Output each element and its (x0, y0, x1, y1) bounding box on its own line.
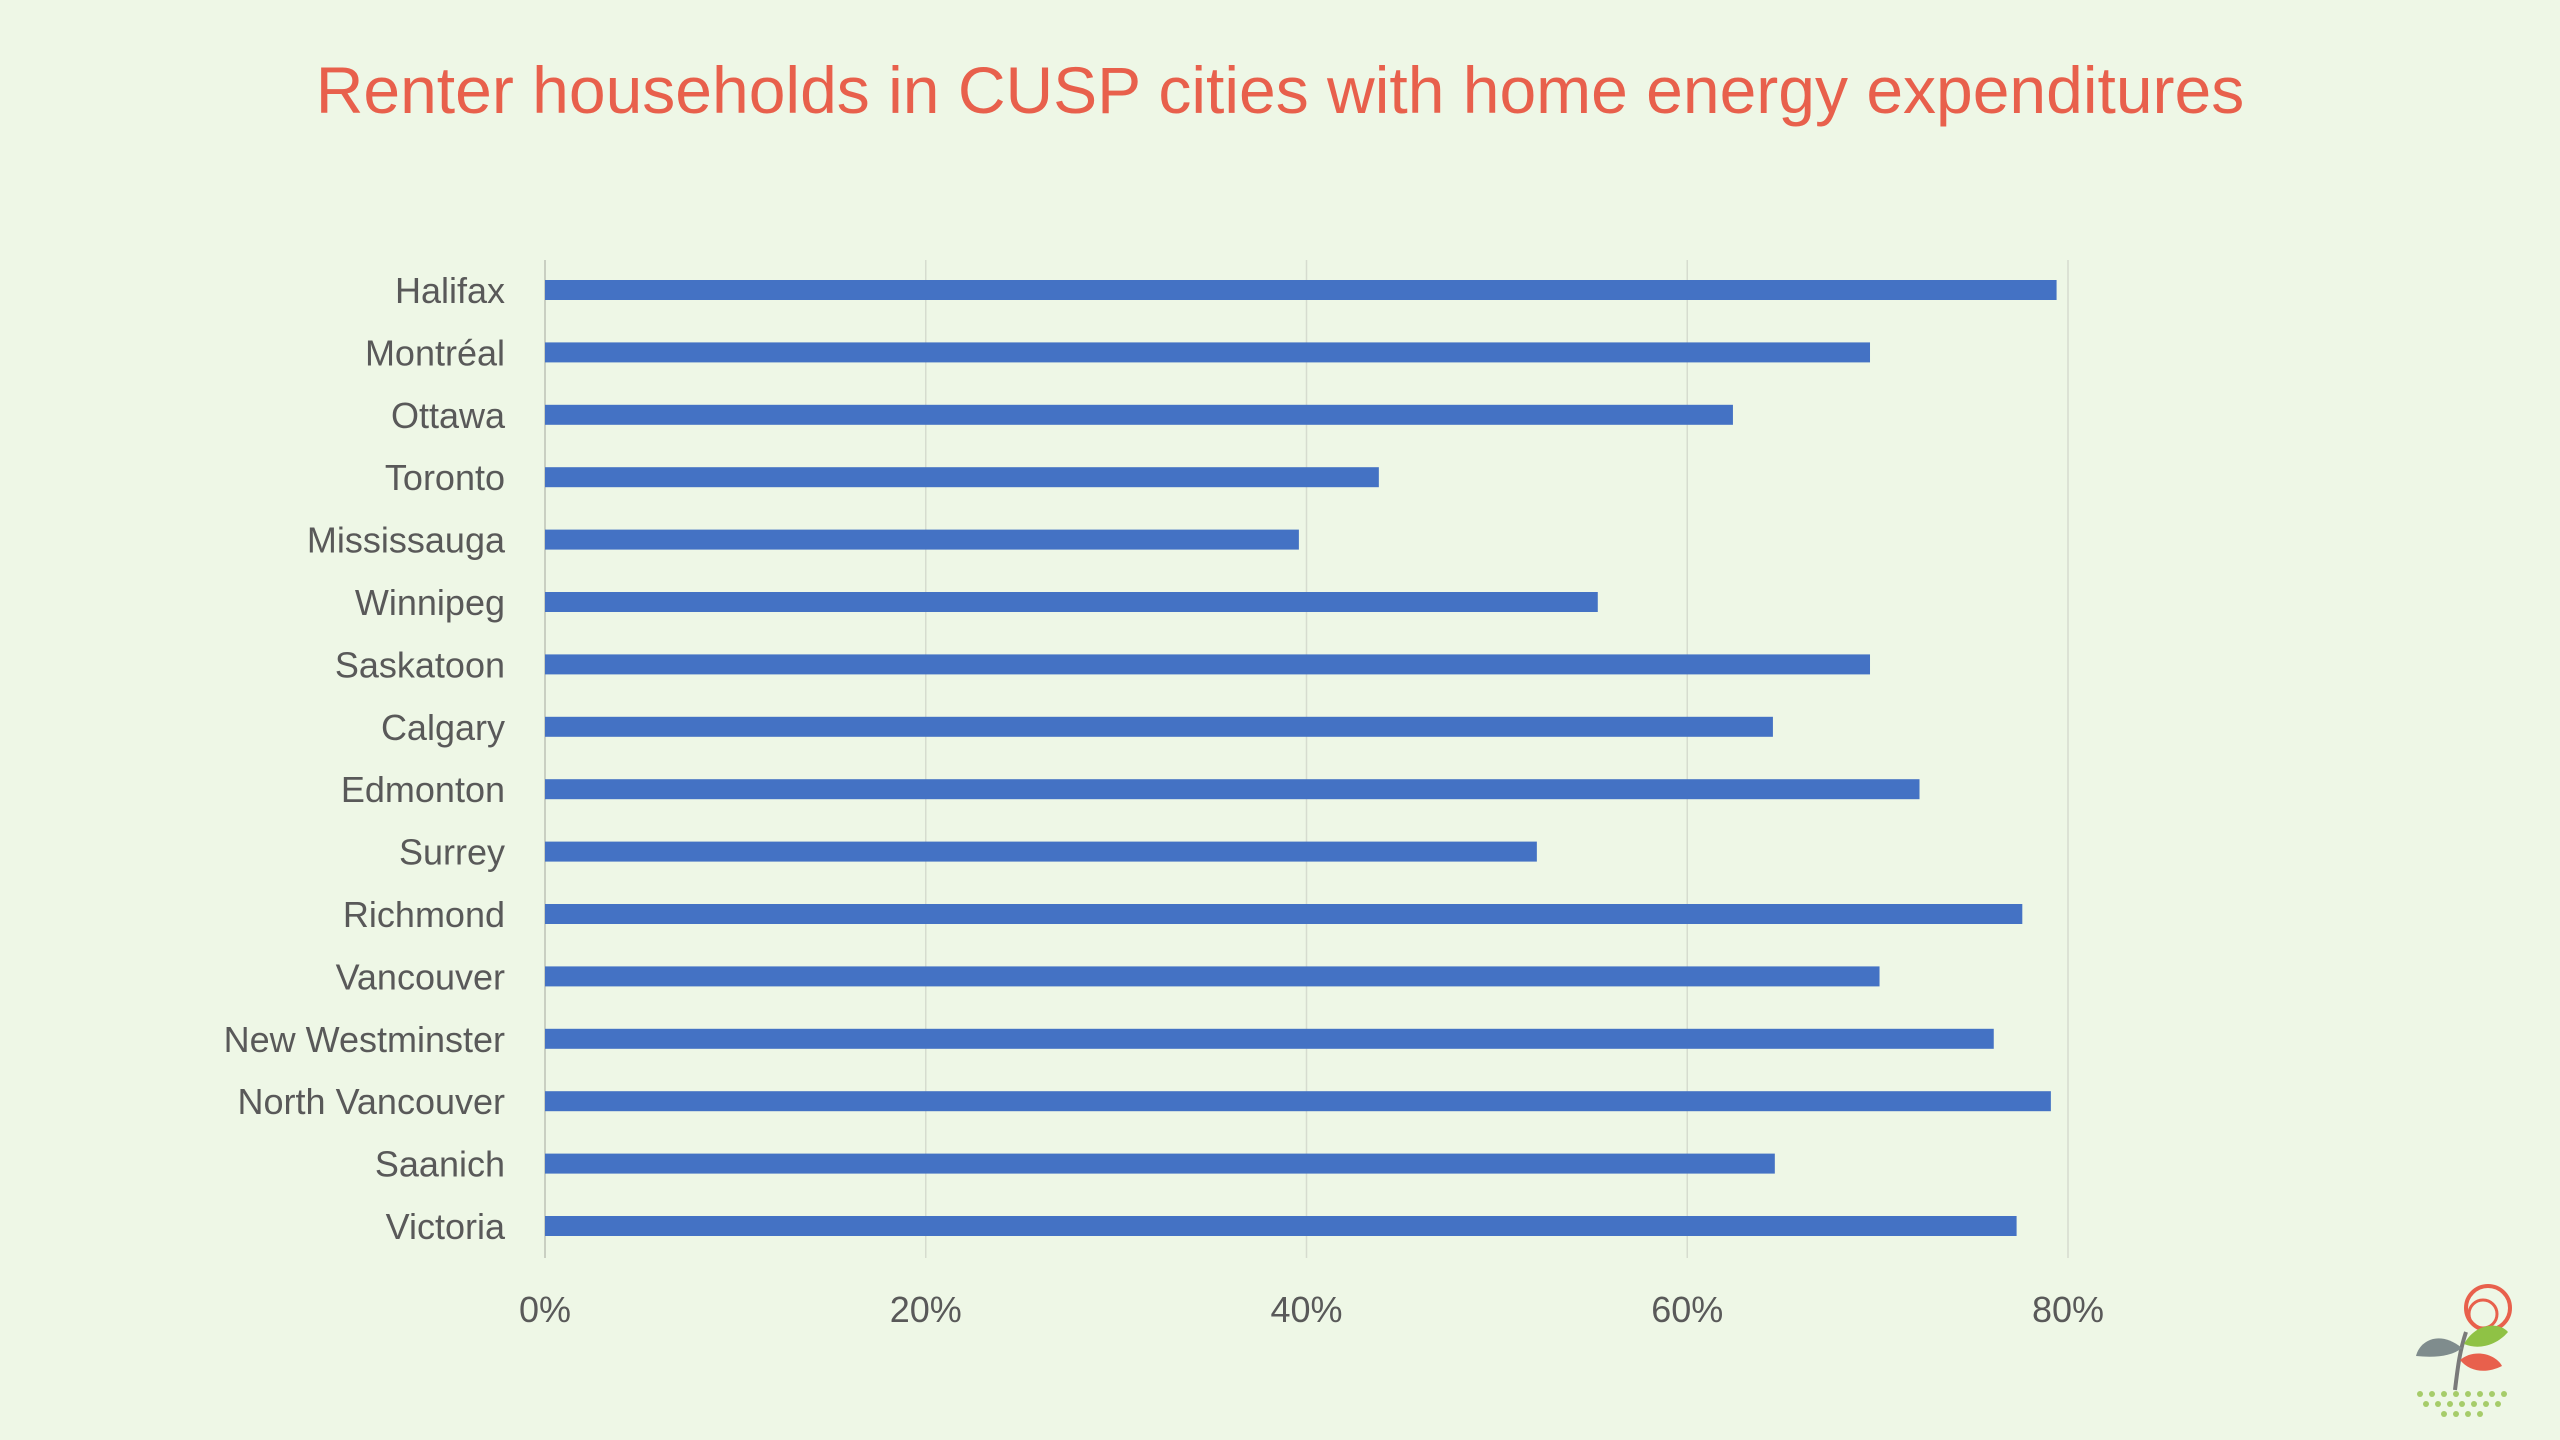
bar-montr-al (545, 342, 1871, 363)
category-label: Winnipeg (355, 582, 505, 623)
bar-new-westminster (545, 1028, 1994, 1049)
category-label: Richmond (343, 894, 505, 935)
bar-vancouver (545, 966, 1880, 987)
bar-saanich (545, 1153, 1775, 1174)
category-label: Saanich (375, 1144, 505, 1185)
x-tick-label: 80% (2032, 1289, 2104, 1330)
category-label: Saskatoon (335, 644, 505, 685)
category-label: Toronto (385, 457, 505, 498)
category-label: Ottawa (391, 395, 506, 436)
bar-calgary (545, 716, 1773, 737)
bar-saskatoon (545, 654, 1871, 675)
bar-halifax (545, 280, 2057, 300)
category-label: New Westminster (224, 1019, 505, 1060)
cusp-leaf-logo-icon (2416, 1284, 2512, 1417)
x-tick-label: 0% (519, 1289, 571, 1330)
category-label: Victoria (386, 1206, 506, 1247)
category-label: Mississauga (307, 520, 506, 561)
bar-victoria (545, 1216, 2017, 1236)
bar-surrey (545, 841, 1537, 862)
bar-north-vancouver (545, 1091, 2051, 1112)
bar-edmonton (545, 779, 1920, 800)
category-label: Montréal (365, 332, 505, 373)
category-label: Surrey (399, 832, 505, 873)
x-tick-label: 60% (1651, 1289, 1723, 1330)
bar-winnipeg (545, 592, 1598, 612)
x-tick-label: 40% (1270, 1289, 1342, 1330)
category-label: Vancouver (336, 956, 505, 997)
category-label: North Vancouver (238, 1081, 505, 1122)
category-label: Calgary (381, 707, 505, 748)
chart-title: Renter households in CUSP cities with ho… (315, 53, 2245, 127)
bar-ottawa (545, 404, 1733, 425)
bar-toronto (545, 467, 1379, 488)
category-label: Edmonton (341, 769, 505, 810)
bar-richmond (545, 904, 2023, 924)
category-label: Halifax (395, 270, 505, 311)
bar-mississauga (545, 529, 1299, 550)
x-tick-label: 20% (890, 1289, 962, 1330)
